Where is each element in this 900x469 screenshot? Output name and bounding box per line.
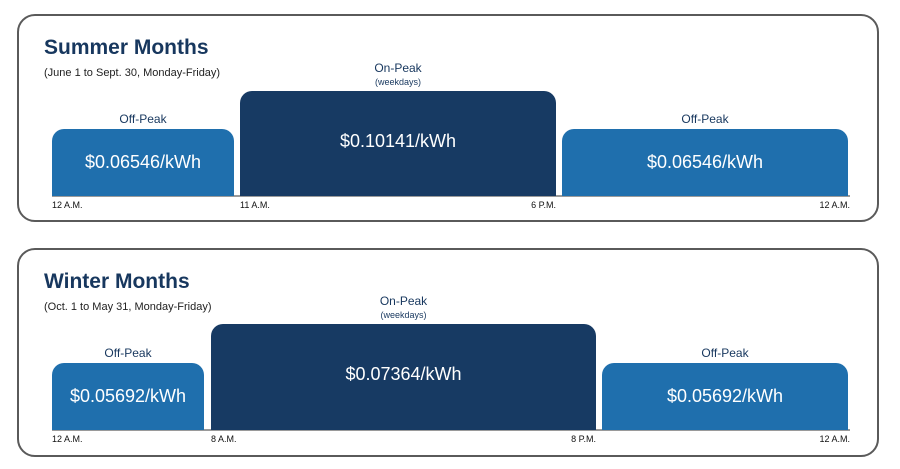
period-label: Off-Peak <box>104 346 152 360</box>
baseline <box>52 429 850 431</box>
rate-block: $0.07364/kWh <box>211 324 596 430</box>
time-label: 12 A.M. <box>819 434 850 444</box>
time-label: 11 A.M. <box>240 200 270 210</box>
rate-block: $0.05692/kWh <box>52 363 204 430</box>
period-sublabel: (weekdays) <box>374 77 422 87</box>
time-label: 6 P.M. <box>531 200 556 210</box>
panel-subtitle: (Oct. 1 to May 31, Monday-Friday) <box>44 301 212 313</box>
rate-block: $0.06546/kWh <box>562 129 848 196</box>
rate-block: $0.05692/kWh <box>602 363 848 430</box>
period-label: Off-Peak <box>681 112 729 126</box>
rate-text: $0.07364/kWh <box>345 364 462 384</box>
panel-subtitle: (June 1 to Sept. 30, Monday-Friday) <box>44 67 221 79</box>
period-label: On-Peak <box>379 294 428 308</box>
baseline <box>52 195 850 197</box>
period-label: Off-Peak <box>701 346 749 360</box>
time-label: 8 P.M. <box>571 434 596 444</box>
panel-title: Summer Months <box>44 36 209 59</box>
time-label: 12 A.M. <box>52 434 83 444</box>
panel-title: Winter Months <box>44 270 190 293</box>
time-label: 12 A.M. <box>819 200 850 210</box>
period-sublabel: (weekdays) <box>380 310 427 320</box>
rate-text: $0.05692/kWh <box>69 386 187 406</box>
rate-block: $0.10141/kWh <box>240 91 556 196</box>
rate-text: $0.06546/kWh <box>646 152 764 172</box>
period-label: Off-Peak <box>119 112 167 126</box>
panel-frame <box>17 248 879 457</box>
rate-block: $0.06546/kWh <box>52 129 234 196</box>
period-label: On-Peak <box>374 61 422 75</box>
panel-frame <box>17 14 879 222</box>
rate-text: $0.06546/kWh <box>84 152 202 172</box>
rate-text: $0.10141/kWh <box>339 131 457 151</box>
rate-text: $0.05692/kWh <box>666 386 784 406</box>
time-label: 8 A.M. <box>211 434 237 444</box>
time-label: 12 A.M. <box>52 200 83 210</box>
